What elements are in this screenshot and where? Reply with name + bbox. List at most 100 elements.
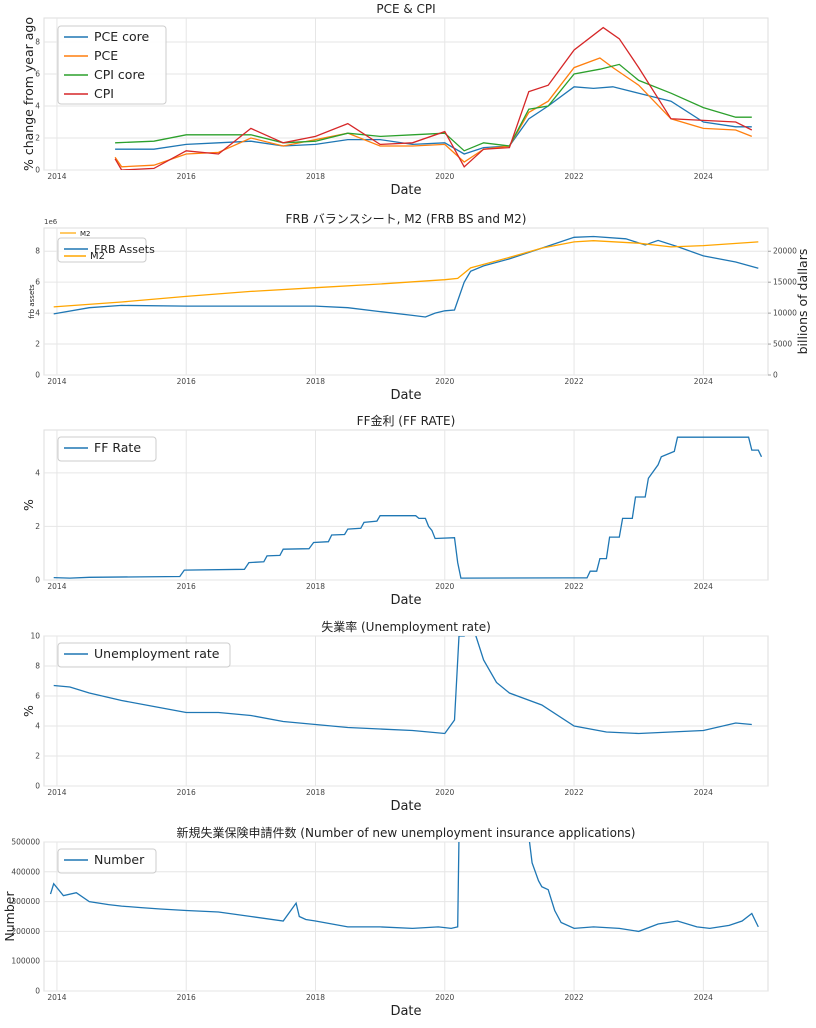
- y-tick-label: 6: [35, 70, 40, 79]
- legend-label: PCE core: [94, 29, 150, 44]
- y2-axis-label: billions of dallars: [795, 249, 810, 355]
- x-tick-label: 2020: [435, 993, 454, 1002]
- series-line: [114, 57, 753, 168]
- inner-legend-label: M2: [80, 230, 91, 238]
- x-tick-label: 2014: [47, 788, 66, 797]
- chart-title: 失業率 (Unemployment rate): [321, 619, 491, 634]
- x-axis-label: Date: [390, 1004, 421, 1019]
- x-axis-label: Date: [390, 388, 421, 403]
- x-tick-label: 2014: [47, 377, 66, 386]
- chart-title: FRB バランスシート, M2 (FRB BS and M2): [286, 212, 527, 226]
- x-tick-label: 2022: [565, 377, 584, 386]
- series-line: [53, 235, 759, 318]
- x-tick-label: 2014: [47, 172, 66, 181]
- y-tick-label: 4: [35, 468, 40, 477]
- legend-label: CPI core: [94, 67, 145, 82]
- plot-frame: [43, 841, 769, 992]
- y-tick-label: 300000: [11, 897, 40, 906]
- x-tick-label: 2018: [306, 788, 325, 797]
- x-tick-label: 2020: [435, 172, 454, 181]
- y-tick-label: 8: [35, 662, 40, 671]
- series-line: [115, 86, 752, 155]
- x-tick-label: 2022: [565, 993, 584, 1002]
- x-tick-label: 2020: [435, 582, 454, 591]
- y-offset-label: 1e6: [44, 218, 58, 226]
- y2-tick-label: 5000: [773, 340, 792, 349]
- y-tick-label: 2: [35, 752, 40, 761]
- series-line: [53, 636, 752, 735]
- y-tick-label: 8: [35, 38, 40, 47]
- y-tick-label: 10: [30, 632, 40, 641]
- chart-panel: 2014 2016 2018 2020 2022 2024 0 100000 200000 300…: [2, 825, 769, 1019]
- y2-tick-label: 20000: [773, 247, 797, 256]
- y-tick-label: 6: [35, 278, 40, 287]
- y-tick-label: 200000: [11, 927, 40, 936]
- y-tick-label: 2: [35, 340, 40, 349]
- y-tick-label: 0: [35, 987, 40, 996]
- series-line: [114, 26, 753, 170]
- plot-frame: [43, 227, 769, 376]
- legend-box: [57, 848, 157, 874]
- x-tick-label: 2022: [565, 788, 584, 797]
- x-tick-label: 2024: [694, 582, 713, 591]
- y-tick-label: 0: [35, 166, 40, 175]
- chart-panel: 2014 2016 2018 2020 2022 2024 0 2 4 FF金利 (FF RATE…: [21, 413, 769, 608]
- chart-title: 新規失業保険申請件数 (Number of new unemployment i…: [176, 825, 635, 840]
- legend-label: M2: [90, 251, 105, 262]
- y-tick-label: 0: [35, 782, 40, 791]
- x-tick-label: 2018: [306, 993, 325, 1002]
- chart-panel: 2014 2016 2018 2020 2022 2024 0 2 4 6 8 PCE & CPI Da…: [21, 2, 769, 198]
- legend-label: Unemployment rate: [94, 646, 220, 661]
- y-tick-label: 8: [35, 247, 40, 256]
- x-axis-label: Date: [390, 183, 421, 198]
- x-tick-label: 2016: [177, 172, 196, 181]
- series-line: [115, 63, 752, 152]
- x-tick-label: 2014: [47, 582, 66, 591]
- y-tick-label: 4: [35, 309, 40, 318]
- y-tick-label: 4: [35, 102, 40, 111]
- y-axis-label: frb assets: [28, 284, 36, 319]
- x-tick-label: 2018: [306, 172, 325, 181]
- y-tick-label: 0: [35, 371, 40, 380]
- chart-panel: 2014 2016 2018 2020 2022 2024 0 2 4 6 8 0 5000 10000 1…: [28, 212, 810, 403]
- y-tick-label: 100000: [11, 957, 40, 966]
- legend-label: CPI: [94, 86, 114, 101]
- y-tick-label: 400000: [11, 867, 40, 876]
- chart-panel: 2014 2016 2018 2020 2022 2024 0 2 4 6 8 10 失業率 (Unem…: [21, 619, 769, 814]
- x-tick-label: 2020: [435, 788, 454, 797]
- chart-title: PCE & CPI: [376, 2, 435, 16]
- y-tick-label: 2: [35, 134, 40, 143]
- y-tick-label: 6: [35, 692, 40, 701]
- y-axis-label: % change from year ago: [21, 17, 36, 171]
- legend-box: [57, 25, 167, 105]
- y-axis-label: Number: [2, 891, 17, 942]
- chart-title: FF金利 (FF RATE): [357, 413, 456, 428]
- x-tick-label: 2022: [565, 582, 584, 591]
- legend-label: FF Rate: [94, 440, 141, 455]
- y2-tick-label: 0: [773, 371, 778, 380]
- x-tick-label: 2024: [694, 788, 713, 797]
- y-tick-label: 4: [35, 722, 40, 731]
- x-tick-label: 2018: [306, 582, 325, 591]
- x-tick-label: 2024: [694, 377, 713, 386]
- x-tick-label: 2020: [435, 377, 454, 386]
- y-tick-label: 0: [35, 576, 40, 585]
- legend-label: FRB Assets: [94, 243, 155, 256]
- series-line: [53, 240, 759, 308]
- x-tick-label: 2016: [177, 377, 196, 386]
- x-tick-label: 2016: [177, 582, 196, 591]
- x-tick-label: 2018: [306, 377, 325, 386]
- x-tick-label: 2016: [177, 788, 196, 797]
- plot-frame: [43, 429, 769, 581]
- x-tick-label: 2016: [177, 993, 196, 1002]
- legend-box: [57, 436, 157, 462]
- y-axis-label: %: [21, 705, 36, 717]
- y2-tick-label: 15000: [773, 278, 797, 287]
- x-tick-label: 2024: [694, 993, 713, 1002]
- y-tick-label: 500000: [11, 838, 40, 847]
- legend-label: Number: [94, 852, 145, 867]
- y-tick-label: 2: [35, 522, 40, 531]
- legend-label: PCE: [94, 48, 118, 63]
